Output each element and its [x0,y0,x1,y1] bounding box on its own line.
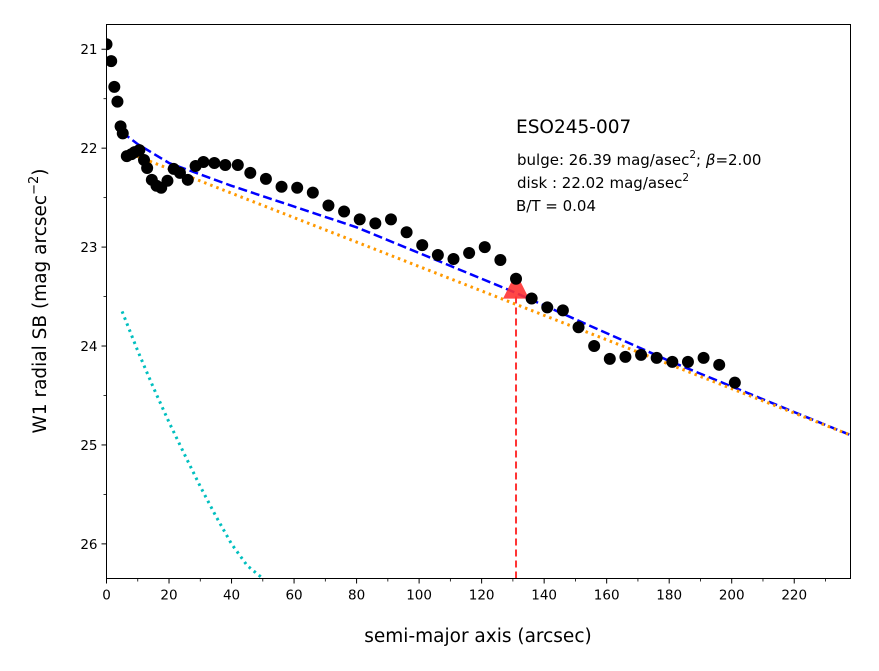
disk-annotation: disk : 22.02 mag/asec2 [517,172,689,192]
data-point [416,239,429,252]
x-tick-label: 180 [656,588,682,604]
data-point [197,156,210,169]
data-point [541,301,554,314]
data-point [275,180,288,193]
x-tick-label: 100 [406,588,432,604]
data-point [219,158,232,171]
data-point [635,348,648,361]
data-point [141,161,154,174]
data-point [322,199,335,212]
data-point [463,247,476,260]
x-tick-label: 200 [719,588,745,604]
data-point [231,158,244,171]
data-point [510,272,523,285]
data-point [116,127,129,140]
data-point [111,95,124,108]
data-point [106,38,113,51]
data-point [353,213,366,226]
data-point [244,166,257,179]
data-point [556,304,569,317]
galaxy-name: ESO245-007 [516,117,631,138]
series-total-fit-line [121,131,851,437]
plot-area [106,38,851,579]
y-tick-label: 23 [80,240,97,256]
x-tick-label: 20 [160,588,177,604]
data-point [666,355,679,368]
x-tick-label: 120 [469,588,495,604]
y-tick-label: 25 [80,438,97,454]
turnover-triangle-marker [503,272,530,299]
x-tick-label: 140 [531,588,557,604]
data-point [681,355,694,368]
data-point [106,55,118,68]
y-axis-label: W1 radial SB (mag arcsec−2) [27,169,51,434]
series-disk-line [130,152,851,437]
data-point [697,351,710,364]
y-tick-label: 22 [80,141,97,157]
y-tick-label: 24 [80,339,97,355]
data-point [713,358,726,371]
data-point [208,157,221,169]
x-tick-label: 160 [594,588,620,604]
x-tick-label: 60 [285,588,302,604]
data-point [133,144,146,157]
data-point [728,376,741,389]
data-point [173,166,186,179]
plot-frame [106,24,851,579]
data-point [181,173,194,186]
y-tick-label: 21 [80,42,97,58]
bt-annotation: B/T = 0.04 [516,197,596,215]
x-tick-label: 40 [223,588,240,604]
data-point [431,249,444,262]
bulge-annotation: bulge: 26.39 mag/asec2; β=2.00 [517,149,761,169]
data-point [161,174,174,187]
data-point [447,252,460,265]
data-point [259,172,272,185]
x-tick-label: 80 [348,588,365,604]
data-point [384,213,397,226]
data-point [650,351,663,364]
ticks-layer: 0 20 40 60 80 100 120 140 160 180 200 220 21 22 23 24 25… [80,42,826,604]
data-point [291,181,304,194]
series-bulge-line [120,310,264,579]
y-tick-label: 26 [80,537,97,553]
data-point [494,253,507,266]
data-point [400,226,413,239]
data-point [369,217,382,230]
data-point [588,340,601,353]
x-tick-label: 0 [102,588,111,604]
data-point [338,205,351,218]
x-tick-label: 220 [781,588,807,604]
data-point [306,186,319,199]
data-point [619,350,632,363]
data-point [478,241,491,254]
data-point [525,292,538,305]
x-axis-label: semi-major axis (arcsec) [364,626,591,647]
data-point [108,80,121,93]
series-layer [106,38,851,579]
data-point [603,352,616,365]
data-point [572,321,585,334]
